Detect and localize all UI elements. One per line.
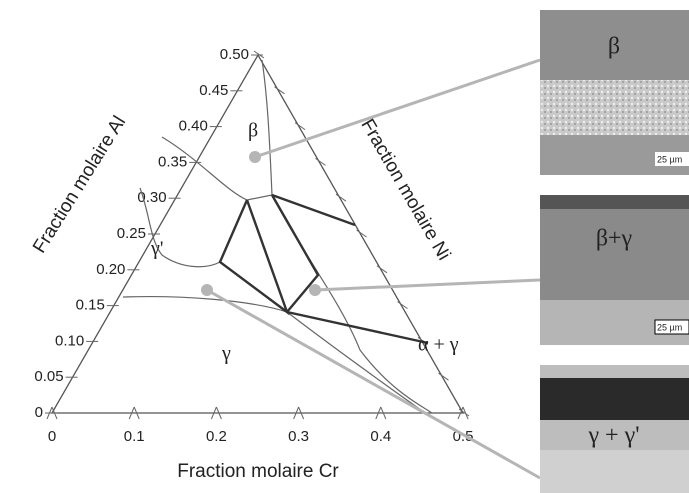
tick-label: 0.1 [124,428,145,445]
axis-label: Fraction molaire Ni [356,115,454,264]
tick-label: 0.05 [34,368,63,385]
tick-mark [294,122,306,131]
tick-mark [293,406,300,420]
tick-mark [380,406,387,420]
axis-label: Fraction molaire Cr [177,461,339,482]
phase-label: γ [221,343,231,365]
phase-label: β [248,120,258,142]
tick-label: 0.45 [199,82,228,99]
tick-mark [397,301,408,310]
tick-label: 0.3 [288,428,309,445]
tick-label: 0 [48,428,56,445]
tick-label: 0.50 [220,46,249,63]
tick-mark [210,406,217,420]
phase-label: γ' [150,238,163,260]
tick-label: 0.40 [179,118,208,135]
ticks: 0 0.05 0.10 0.15 0.20 0.25 0.3 0 0.35 0.40 0.45 0.5… [34,46,473,445]
tick-mark [215,406,222,420]
tick-mark [457,406,464,420]
axis-label: Fraction molaire Al [29,112,130,257]
micrograph-label: β+γ [596,226,633,252]
tick-mark [376,265,388,274]
micrograph: β+γ 25 µm [540,195,689,345]
tick-mark [298,406,305,420]
micrograph: γ + γ' [540,365,689,493]
tick-mark [438,372,449,381]
tick-mark [315,157,326,166]
tick-label: 0 [35,404,43,421]
tick-mark [375,406,382,420]
tick-label: 0.10 [55,332,84,349]
micrograph-label: β [608,34,620,60]
micrograph-label: γ + γ' [587,423,639,449]
tick-label: 0.20 [96,261,125,278]
scale-bar: 25 µm [657,154,682,164]
tick-label: 0.25 [117,225,146,242]
tick-label: 0.2 [206,428,227,445]
micrograph: β 25 µm [540,10,689,175]
scale-bar: 25 µm [657,322,682,332]
tick-mark [356,229,367,238]
phase-label: α + γ [418,334,459,356]
tick-label: 0.4 [370,428,391,445]
tick-mark [46,406,53,420]
pointers [201,58,541,480]
tick-mark [458,408,470,417]
tick-mark [51,406,58,420]
tick-mark [253,50,265,59]
tick-mark [462,406,469,420]
tick-label: 0.15 [76,297,105,314]
tick-mark [335,193,347,202]
tick-mark [128,406,135,420]
tick-mark [274,86,285,95]
phase-boundaries [122,59,433,414]
tick-label: 0.35 [158,153,187,170]
tick-mark [133,406,140,420]
